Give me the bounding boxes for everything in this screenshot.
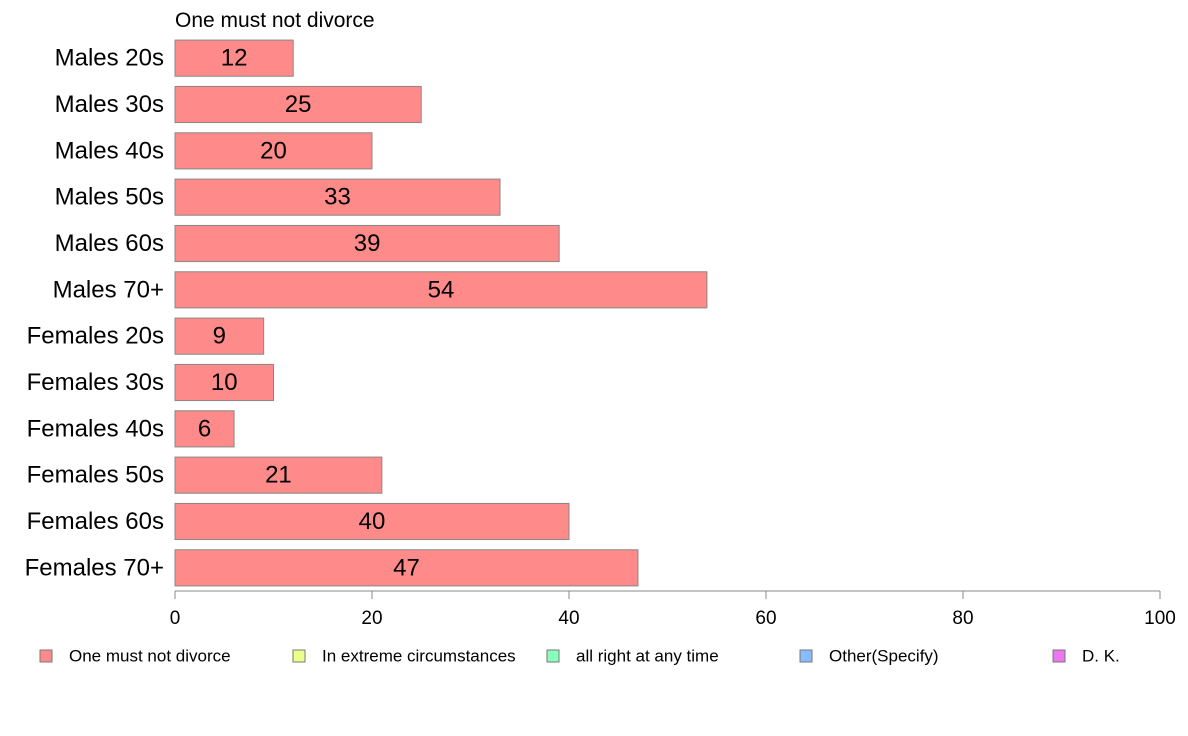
legend-label: all right at any time: [576, 647, 719, 666]
category-label: Males 60s: [55, 230, 164, 257]
x-tick-label: 80: [952, 608, 973, 629]
x-axis: 0 20 40 60 80 100: [170, 590, 1176, 629]
legend-swatch: [799, 649, 813, 663]
category-label: Males 40s: [55, 137, 164, 164]
value-label: 10: [211, 369, 238, 396]
bar: [174, 549, 639, 587]
value-label: 20: [260, 137, 287, 164]
legend-swatch: [1052, 649, 1066, 663]
value-label: 39: [354, 230, 381, 257]
x-tick-label: 0: [170, 608, 181, 629]
x-tick-label: 60: [755, 608, 776, 629]
value-label: 12: [221, 45, 248, 72]
category-label: Females 20s: [27, 323, 164, 350]
value-label: 6: [198, 415, 211, 442]
category-label: Females 30s: [27, 369, 164, 396]
legend-label: In extreme circumstances: [322, 647, 516, 666]
bar: [174, 410, 235, 448]
bar: [174, 132, 373, 170]
category-label: Females 50s: [27, 462, 164, 489]
bar: [174, 363, 274, 402]
bar: [174, 317, 265, 355]
bar: [174, 224, 560, 263]
bar: [174, 85, 422, 124]
value-label: 54: [428, 276, 455, 303]
legend-swatch: [292, 649, 306, 663]
category-label: Males 50s: [55, 184, 164, 211]
bar: [174, 39, 294, 77]
bar: [174, 456, 383, 494]
x-tick-label: 40: [558, 608, 579, 629]
value-label: 21: [265, 462, 292, 489]
x-tick-label: 100: [1144, 608, 1176, 629]
bars-group: Males 20s 12 Males 30s 25 Males 40s 20 Males 5…: [25, 39, 708, 587]
legend-label: One must not divorce: [69, 647, 231, 666]
legend-label: Other(Specify): [829, 647, 939, 666]
legend: One must not divorce In extreme circumsta…: [39, 647, 1120, 666]
value-label: 40: [359, 508, 386, 535]
value-label: 9: [213, 323, 226, 350]
x-tick-label: 20: [361, 608, 382, 629]
category-label: Males 20s: [55, 45, 164, 72]
value-label: 25: [285, 91, 312, 118]
bar: [174, 178, 501, 216]
chart-title: One must not divorce: [175, 9, 375, 32]
category-label: Males 30s: [55, 91, 164, 118]
legend-swatch: [546, 649, 560, 663]
bar: [174, 502, 570, 541]
category-label: Females 70+: [25, 554, 164, 581]
category-label: Females 40s: [27, 415, 164, 442]
legend-label: D. K.: [1082, 647, 1120, 666]
legend-swatch: [39, 649, 53, 663]
bar: [174, 271, 708, 309]
value-label: 47: [393, 554, 420, 581]
category-label: Males 70+: [53, 276, 164, 303]
value-label: 33: [324, 184, 351, 211]
category-label: Females 60s: [27, 508, 164, 535]
